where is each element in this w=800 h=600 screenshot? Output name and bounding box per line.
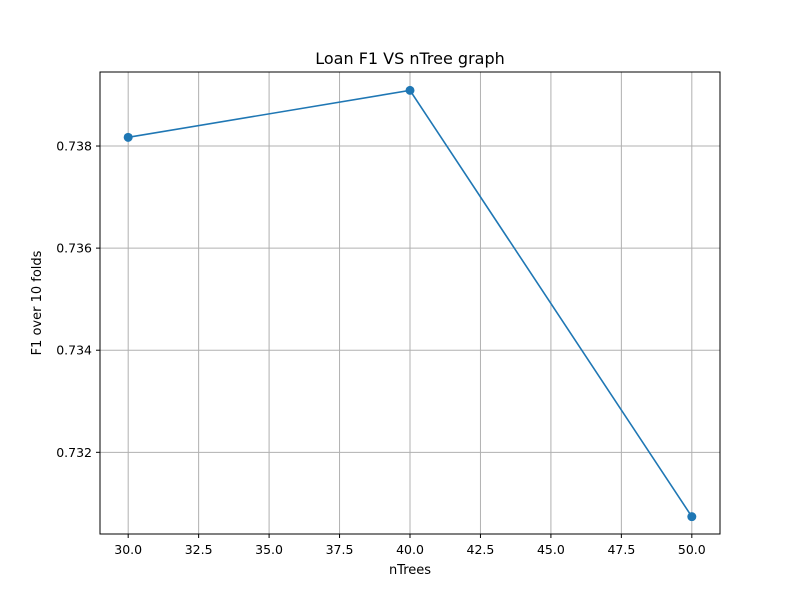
x-axis-label: nTrees xyxy=(389,563,431,578)
x-axis-ticks: 30.0 32.5 35.0 37.5 40.0 42.5 45.0 47.5 50.0 xyxy=(114,534,706,557)
x-tick-label: 45.0 xyxy=(537,542,565,557)
grid-lines xyxy=(100,72,720,534)
x-tick-label: 32.5 xyxy=(185,542,213,557)
data-point xyxy=(405,85,415,95)
x-tick-label: 35.0 xyxy=(255,542,283,557)
y-tick-label: 0.734 xyxy=(56,343,92,358)
data-point xyxy=(687,512,697,522)
y-axis-ticks: 0.732 0.734 0.736 0.738 xyxy=(56,139,100,460)
series-layer xyxy=(123,85,697,522)
x-tick-label: 47.5 xyxy=(607,542,635,557)
x-tick-label: 40.0 xyxy=(396,542,424,557)
y-axis-label: F1 over 10 folds xyxy=(30,250,45,355)
y-tick-label: 0.736 xyxy=(56,241,92,256)
x-tick-label: 37.5 xyxy=(326,542,354,557)
chart-title: Loan F1 VS nTree graph xyxy=(315,49,505,68)
data-point xyxy=(123,132,133,142)
x-tick-label: 30.0 xyxy=(114,542,142,557)
x-tick-label: 42.5 xyxy=(467,542,495,557)
y-tick-label: 0.732 xyxy=(56,445,92,460)
y-tick-label: 0.738 xyxy=(56,139,92,154)
x-tick-label: 50.0 xyxy=(678,542,706,557)
